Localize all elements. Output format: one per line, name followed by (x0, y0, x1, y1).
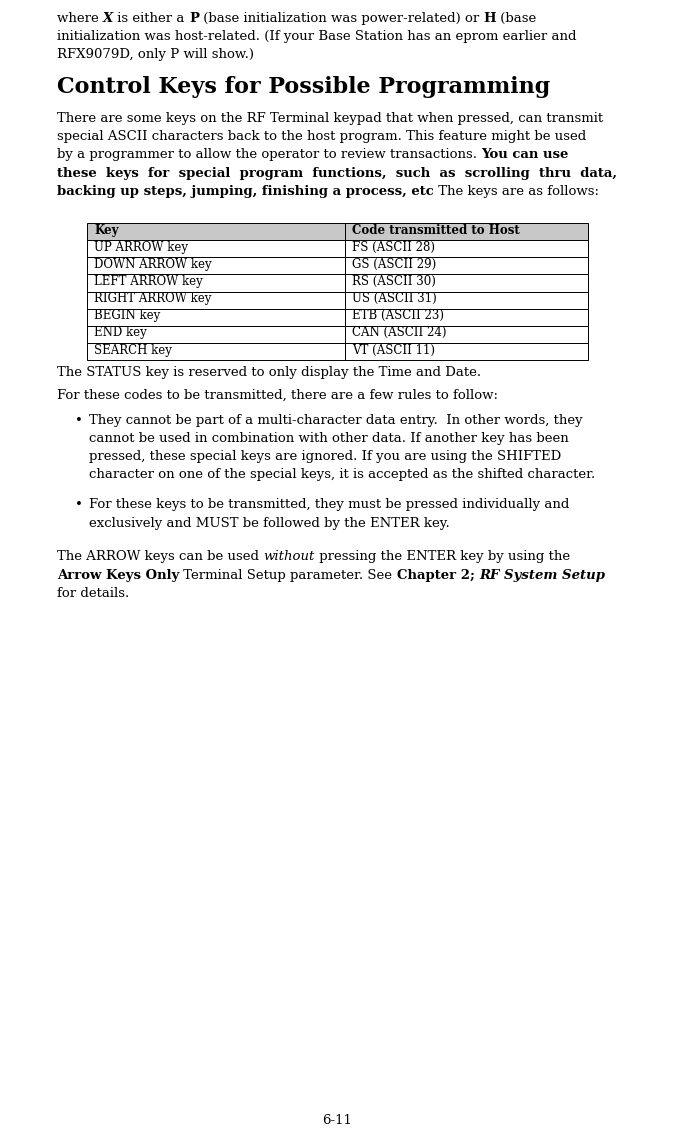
Text: 6-11: 6-11 (323, 1114, 352, 1127)
Text: X: X (103, 11, 113, 25)
Text: Code transmitted to Host: Code transmitted to Host (352, 223, 520, 237)
Text: SEARCH key: SEARCH key (94, 343, 172, 357)
Text: VT (ASCII 11): VT (ASCII 11) (352, 343, 435, 357)
Text: UP ARROW key: UP ARROW key (94, 241, 188, 254)
Text: Control Keys for Possible Programming: Control Keys for Possible Programming (57, 76, 550, 98)
Text: For these keys to be transmitted, they must be pressed individually and: For these keys to be transmitted, they m… (89, 498, 570, 512)
Bar (87, 343, 588, 360)
Text: pressing the ENTER key by using the: pressing the ENTER key by using the (315, 551, 570, 563)
Text: backing up steps, jumping, finishing a process, etc: backing up steps, jumping, finishing a p… (57, 185, 434, 198)
Text: US (ASCII 31): US (ASCII 31) (352, 292, 437, 306)
Text: RS (ASCII 30): RS (ASCII 30) (352, 275, 436, 288)
Text: Key: Key (94, 223, 119, 237)
Text: RFX9079D, only P will show.): RFX9079D, only P will show.) (57, 48, 254, 62)
Text: The keys are as follows:: The keys are as follows: (434, 185, 599, 198)
Text: The STATUS key is reserved to only display the Time and Date.: The STATUS key is reserved to only displ… (57, 366, 481, 378)
Text: The ARROW keys can be used: The ARROW keys can be used (57, 551, 263, 563)
Text: P: P (189, 11, 199, 25)
Text: CAN (ASCII 24): CAN (ASCII 24) (352, 326, 447, 340)
Text: initialization was host-related. (If your Base Station has an eprom earlier and: initialization was host-related. (If you… (57, 30, 576, 43)
Text: is either a: is either a (113, 11, 189, 25)
Text: by a programmer to allow the operator to review transactions.: by a programmer to allow the operator to… (57, 148, 481, 162)
Text: DOWN ARROW key: DOWN ARROW key (94, 258, 212, 271)
Text: •: • (75, 498, 83, 512)
Text: where: where (57, 11, 103, 25)
Text: character on one of the special keys, it is accepted as the shifted character.: character on one of the special keys, it… (89, 469, 595, 481)
Text: BEGIN key: BEGIN key (94, 309, 160, 323)
Bar (87, 258, 588, 275)
Text: pressed, these special keys are ignored. If you are using the SHIFTED: pressed, these special keys are ignored.… (89, 450, 561, 463)
Text: •: • (75, 414, 83, 426)
Bar (87, 241, 588, 258)
Text: these  keys  for  special  program  functions,  such  as  scrolling  thru  data,: these keys for special program functions… (57, 166, 617, 180)
Text: GS (ASCII 29): GS (ASCII 29) (352, 258, 436, 271)
Text: exclusively and MUST be followed by the ENTER key.: exclusively and MUST be followed by the … (89, 516, 450, 530)
Text: RIGHT ARROW key: RIGHT ARROW key (94, 292, 211, 306)
Bar (87, 292, 588, 309)
Bar (87, 275, 588, 292)
Text: Arrow Keys Only: Arrow Keys Only (57, 569, 180, 581)
Text: For these codes to be transmitted, there are a few rules to follow:: For these codes to be transmitted, there… (57, 389, 498, 402)
Text: RF System Setup: RF System Setup (479, 569, 605, 581)
Bar (87, 309, 588, 326)
Text: You can use: You can use (481, 148, 568, 162)
Text: cannot be used in combination with other data. If another key has been: cannot be used in combination with other… (89, 432, 569, 445)
Text: (base initialization was power-related) or: (base initialization was power-related) … (199, 11, 483, 25)
Bar (87, 326, 588, 343)
Text: for details.: for details. (57, 587, 129, 600)
Text: special ASCII characters back to the host program. This feature might be used: special ASCII characters back to the hos… (57, 130, 587, 144)
Text: FS (ASCII 28): FS (ASCII 28) (352, 241, 435, 254)
Text: END key: END key (94, 326, 146, 340)
Text: There are some keys on the RF Terminal keypad that when pressed, can transmit: There are some keys on the RF Terminal k… (57, 112, 603, 125)
Text: without: without (263, 551, 315, 563)
Text: Chapter 2;: Chapter 2; (397, 569, 475, 581)
Text: They cannot be part of a multi-character data entry.  In other words, they: They cannot be part of a multi-character… (89, 414, 583, 426)
Bar (87, 223, 588, 241)
Text: ETB (ASCII 23): ETB (ASCII 23) (352, 309, 444, 323)
Text: LEFT ARROW key: LEFT ARROW key (94, 275, 202, 288)
Text: H: H (483, 11, 496, 25)
Text: (base: (base (496, 11, 536, 25)
Text: Terminal Setup parameter. See: Terminal Setup parameter. See (180, 569, 397, 581)
